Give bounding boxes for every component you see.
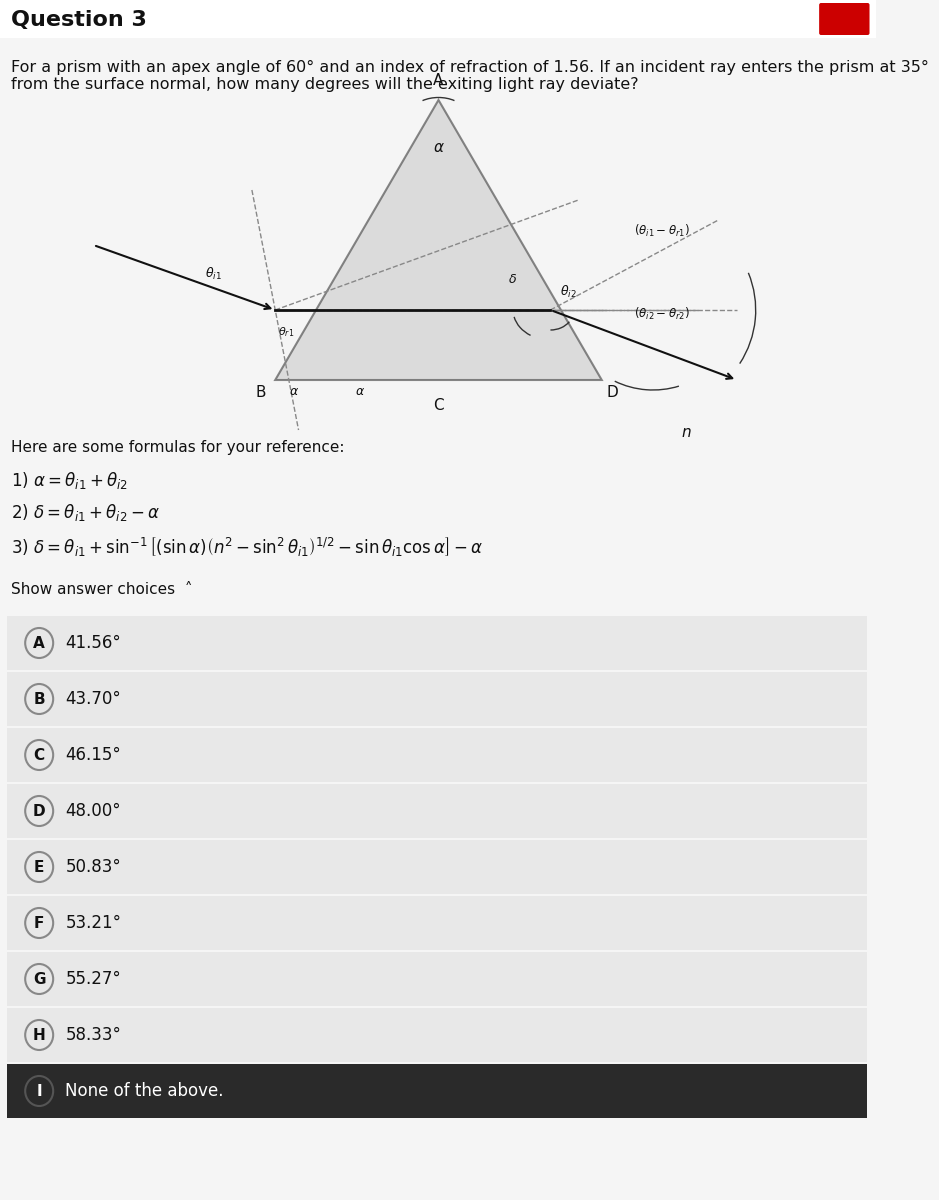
FancyBboxPatch shape [8, 784, 867, 838]
FancyBboxPatch shape [8, 952, 867, 1006]
Text: B: B [255, 385, 266, 400]
FancyBboxPatch shape [8, 1008, 867, 1062]
Text: Question 3: Question 3 [11, 10, 147, 30]
Text: None of the above.: None of the above. [66, 1082, 223, 1100]
Text: A: A [433, 73, 444, 88]
Text: I: I [37, 1084, 42, 1098]
FancyBboxPatch shape [0, 0, 876, 38]
Text: 53.21°: 53.21° [66, 914, 121, 932]
Text: $(\theta_{i2}-\theta_{r2})$: $(\theta_{i2}-\theta_{r2})$ [635, 306, 690, 322]
Text: $\theta_{i2}$: $\theta_{i2}$ [560, 284, 577, 300]
Text: Show answer choices  ˄: Show answer choices ˄ [11, 582, 192, 596]
Text: C: C [34, 748, 45, 762]
Text: D: D [33, 804, 45, 818]
Text: C: C [433, 398, 444, 413]
FancyBboxPatch shape [8, 672, 867, 726]
Text: $\theta_{r1}$: $\theta_{r1}$ [278, 325, 294, 338]
Text: 3) $\delta = \theta_{i1} + \sin^{-1}\left[(\sin\alpha)\left(n^2 - \sin^2\theta_{: 3) $\delta = \theta_{i1} + \sin^{-1}\lef… [11, 536, 484, 559]
Text: 55.27°: 55.27° [66, 970, 121, 988]
Text: 48.00°: 48.00° [66, 802, 121, 820]
Text: 50.83°: 50.83° [66, 858, 121, 876]
FancyBboxPatch shape [8, 896, 867, 950]
FancyBboxPatch shape [8, 616, 867, 670]
Text: $\theta_{i1}$: $\theta_{i1}$ [206, 266, 222, 282]
Text: G: G [33, 972, 45, 986]
Text: For a prism with an apex angle of 60° and an index of refraction of 1.56. If an : For a prism with an apex angle of 60° an… [11, 60, 929, 92]
Text: $\delta$: $\delta$ [508, 272, 517, 286]
Text: 46.15°: 46.15° [66, 746, 121, 764]
Text: $(\theta_{i1}-\theta_{r1})$: $(\theta_{i1}-\theta_{r1})$ [635, 223, 690, 239]
Polygon shape [275, 100, 602, 380]
Text: 43.70°: 43.70° [66, 690, 121, 708]
FancyBboxPatch shape [8, 840, 867, 894]
Text: $\alpha$: $\alpha$ [433, 140, 444, 155]
FancyBboxPatch shape [819, 2, 870, 35]
FancyBboxPatch shape [8, 1064, 867, 1118]
Text: $\alpha$: $\alpha$ [289, 385, 300, 398]
Text: 2) $\delta = \theta_{i1} + \theta_{i2} - \alpha$: 2) $\delta = \theta_{i1} + \theta_{i2} -… [11, 502, 161, 523]
Text: F: F [34, 916, 44, 930]
Text: 1) $\alpha = \theta_{i1} + \theta_{i2}$: 1) $\alpha = \theta_{i1} + \theta_{i2}$ [11, 470, 129, 491]
Text: A: A [33, 636, 45, 650]
Text: n: n [681, 425, 691, 440]
Text: D: D [607, 385, 618, 400]
Text: E: E [34, 859, 44, 875]
Text: Here are some formulas for your reference:: Here are some formulas for your referenc… [11, 440, 345, 455]
Text: 58.33°: 58.33° [66, 1026, 121, 1044]
Text: B: B [34, 691, 45, 707]
FancyBboxPatch shape [8, 728, 867, 782]
Text: H: H [33, 1027, 46, 1043]
Text: $\alpha$: $\alpha$ [355, 385, 364, 398]
Text: 41.56°: 41.56° [66, 634, 121, 652]
